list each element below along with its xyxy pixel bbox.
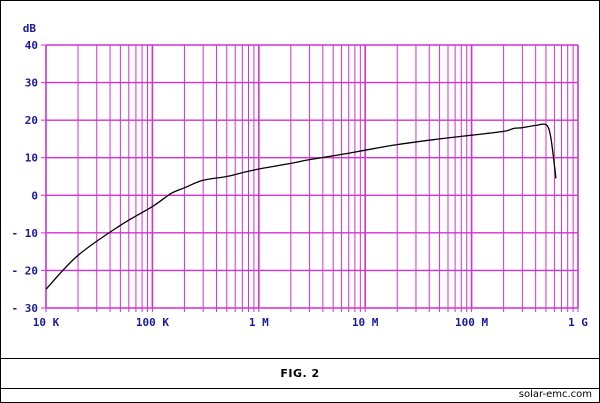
y-tick-label: - 30 bbox=[12, 302, 39, 315]
y-tick-label: 0 bbox=[31, 189, 38, 202]
y-tick-label: 30 bbox=[25, 77, 38, 90]
caption-bar: FIG. 2 bbox=[1, 358, 599, 389]
credit-text: solar-emc.com bbox=[518, 389, 592, 400]
y-axis-ticks: 40 30 20 10 0 - 10 - 20 - 30 bbox=[12, 39, 39, 315]
y-tick-label: - 10 bbox=[12, 227, 39, 240]
x-tick-label: 10 K bbox=[33, 316, 60, 329]
y-tick-label: - 20 bbox=[12, 264, 39, 277]
x-tick-label: 10 M bbox=[352, 316, 379, 329]
figure-caption: FIG. 2 bbox=[280, 367, 320, 380]
y-tick-label: 10 bbox=[25, 152, 38, 165]
grid bbox=[41, 44, 579, 312]
x-tick-label: 1 M bbox=[249, 316, 269, 329]
x-tick-label: 1 G bbox=[568, 316, 588, 329]
x-axis-ticks: 10 K 100 K 1 M 10 M 100 M 1 G bbox=[33, 316, 589, 329]
y-tick-label: 20 bbox=[25, 114, 38, 127]
y-tick-label: 40 bbox=[25, 39, 38, 52]
response-curve bbox=[45, 123, 557, 290]
y-axis-unit-label: dB bbox=[23, 22, 37, 35]
x-tick-label: 100 M bbox=[455, 316, 488, 329]
x-tick-label: 100 K bbox=[136, 316, 169, 329]
